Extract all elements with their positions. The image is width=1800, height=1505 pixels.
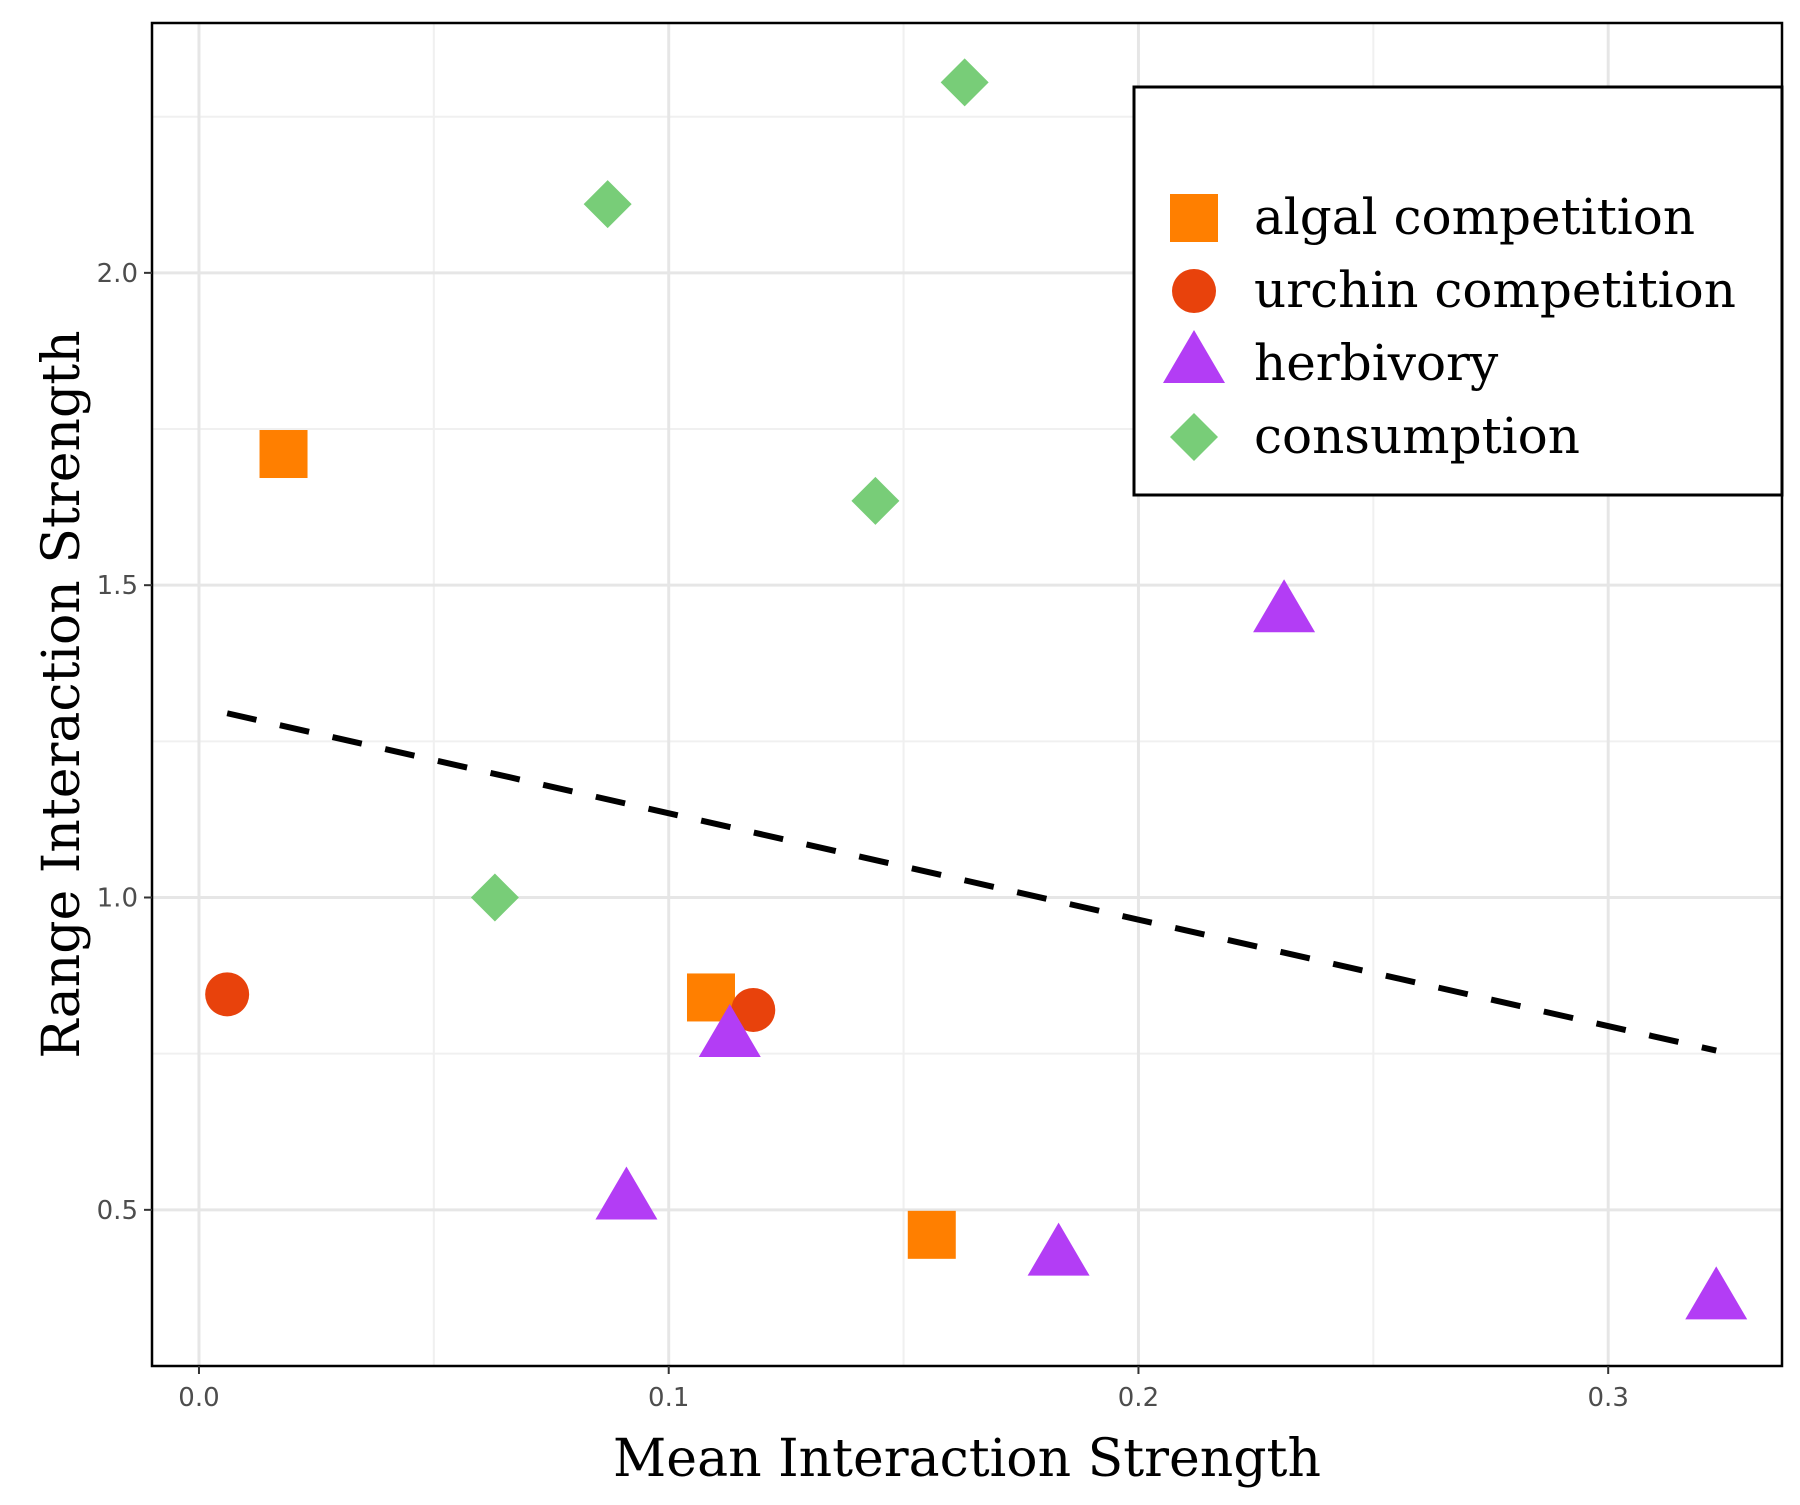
square-point (259, 430, 308, 479)
x-tick-label: 0.1 (648, 1383, 689, 1413)
triangle-point (698, 1004, 761, 1058)
triangle-point (1027, 1222, 1090, 1276)
legend-label: algal competition (1254, 188, 1695, 246)
legend-key-square (1170, 194, 1218, 242)
legend-key-circle (1172, 269, 1216, 313)
legend-label: herbivory (1254, 334, 1499, 392)
legend-key-triangle (1163, 330, 1225, 383)
trend-line-group (226, 710, 1717, 1054)
trend-line (226, 710, 1717, 1054)
legend-key-diamond (1170, 413, 1218, 461)
y-tick-label: 0.5 (97, 1196, 138, 1226)
y-axis-title: Range Interaction Strength (32, 330, 92, 1058)
legend: algal competition urchin competition herbi… (1132, 85, 1784, 497)
x-tick-label: 0.3 (1588, 1383, 1629, 1413)
legend-label: urchin competition (1254, 261, 1736, 319)
diamond-point (851, 476, 900, 525)
x-tick-label: 0.0 (178, 1383, 219, 1413)
x-axis-title: Mean Interaction Strength (613, 1429, 1321, 1489)
square-point (907, 1210, 956, 1259)
plot-panel-border (150, 21, 1784, 1368)
legend-box (1132, 85, 1784, 497)
circle-point (205, 972, 250, 1017)
triangle-point (1685, 1266, 1748, 1320)
x-tick-label: 0.2 (1118, 1383, 1159, 1413)
y-tick-label: 2.0 (97, 259, 138, 289)
legend-label: consumption (1254, 407, 1580, 465)
y-tick-label: 1.0 (97, 884, 138, 914)
x-axis-ticks: 0.0 0.1 0.2 0.3 (178, 1366, 1629, 1413)
diamond-point (583, 180, 632, 229)
diamond-point (940, 58, 989, 107)
diamond-point (470, 873, 519, 922)
data-points (205, 58, 1748, 1320)
circle-point (731, 987, 776, 1032)
triangle-point (1253, 579, 1316, 633)
triangle-point (595, 1166, 658, 1220)
y-axis-ticks: 0.5 1.0 1.5 2.0 (97, 259, 152, 1226)
y-tick-label: 1.5 (97, 571, 138, 601)
